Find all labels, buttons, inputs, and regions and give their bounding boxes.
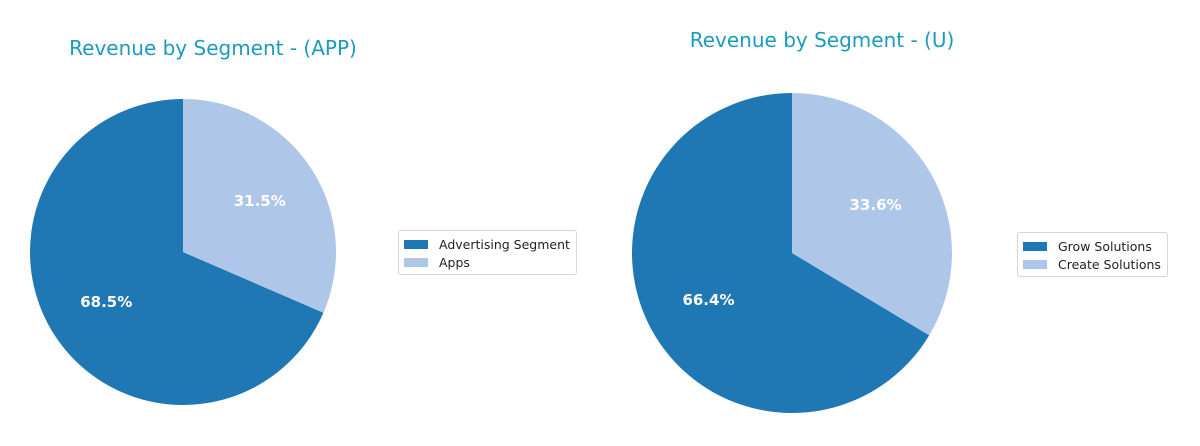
legend-app: Advertising Segment Apps	[398, 230, 577, 275]
legend-item-advertising-segment: Advertising Segment	[404, 235, 570, 253]
pie-slice-advertising-segment	[29, 99, 324, 405]
legend-swatch-grow-solutions	[1023, 241, 1047, 251]
legend-label-grow-solutions: Grow Solutions	[1058, 238, 1152, 254]
pie-slice-grow-solutions	[632, 93, 930, 413]
chart-title-app: Revenue by Segment - (APP)	[69, 36, 357, 60]
pct-label-grow-solutions: 66.4%	[682, 291, 734, 309]
legend-swatch-create-solutions	[1023, 259, 1047, 269]
legend-label-advertising-segment: Advertising Segment	[439, 236, 570, 252]
legend-swatch-apps	[404, 257, 428, 267]
legend-u: Grow Solutions Create Solutions	[1017, 232, 1168, 277]
pct-label-advertising-segment: 68.5%	[80, 293, 132, 311]
pie-slice-apps	[183, 99, 336, 313]
legend-item-create-solutions: Create Solutions	[1023, 255, 1161, 273]
pct-label-create-solutions: 33.6%	[850, 196, 902, 214]
legend-swatch-advertising-segment	[404, 239, 428, 249]
legend-label-apps: Apps	[439, 254, 470, 270]
pie-chart-app: 68.5% 31.5%	[29, 99, 336, 405]
legend-item-grow-solutions: Grow Solutions	[1023, 237, 1161, 255]
legend-item-apps: Apps	[404, 253, 570, 271]
legend-label-create-solutions: Create Solutions	[1058, 256, 1161, 272]
pie-slice-create-solutions	[792, 92, 952, 336]
chart-title-u: Revenue by Segment - (U)	[689, 28, 955, 52]
pie-chart-u: 66.4% 33.6%	[632, 92, 952, 413]
pct-label-apps: 31.5%	[234, 192, 286, 210]
